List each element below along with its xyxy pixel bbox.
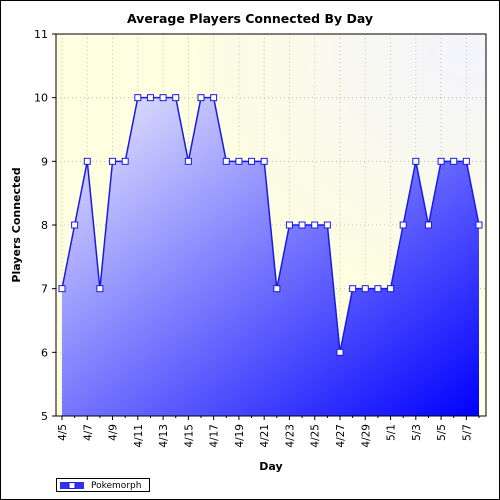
data-point-marker <box>323 221 331 229</box>
y-tick-label: 10 <box>34 92 48 105</box>
data-point-marker <box>424 221 432 229</box>
data-point-marker <box>184 157 192 165</box>
data-point-marker <box>159 94 167 102</box>
x-axis-ticks: 4/5 4/7 4/9 4/11 4/13 4/15 4/17 4/19 4/21 4/23 4/2… <box>57 416 480 448</box>
data-point-marker <box>222 157 230 165</box>
data-point-marker <box>361 285 369 293</box>
data-point-marker <box>96 285 104 293</box>
data-point-marker <box>399 221 407 229</box>
y-tick-label: 7 <box>41 283 48 296</box>
data-point-marker <box>336 348 344 356</box>
data-point-marker <box>285 221 293 229</box>
x-tick-label: 4/9 <box>108 424 120 441</box>
legend-swatch <box>60 482 84 489</box>
data-point-marker <box>83 157 91 165</box>
x-axis-label: Day <box>259 460 282 473</box>
x-tick-label: 4/29 <box>360 424 372 448</box>
y-tick-label: 5 <box>41 410 48 423</box>
data-point-marker <box>58 285 66 293</box>
legend: Pokemorph <box>56 478 150 492</box>
y-tick-label: 6 <box>41 346 48 359</box>
x-tick-label: 5/5 <box>436 424 448 441</box>
series-markers <box>58 94 483 356</box>
y-axis-label: Players Connected <box>10 167 23 282</box>
x-tick-label: 5/7 <box>461 424 473 441</box>
x-tick-label: 4/23 <box>284 424 296 448</box>
data-point-marker <box>197 94 205 102</box>
data-point-marker <box>71 221 79 229</box>
data-point-marker <box>146 94 154 102</box>
data-point-marker <box>172 94 180 102</box>
data-point-marker <box>109 157 117 165</box>
series-line <box>61 96 480 353</box>
data-point-marker <box>450 157 458 165</box>
x-tick-label: 4/21 <box>259 424 271 448</box>
x-tick-label: 4/7 <box>82 424 94 441</box>
y-tick-label: 8 <box>41 219 48 232</box>
data-point-marker <box>248 157 256 165</box>
data-point-marker <box>298 221 306 229</box>
x-tick-label: 5/1 <box>386 424 398 441</box>
data-point-marker <box>235 157 243 165</box>
data-point-marker <box>349 285 357 293</box>
data-point-marker <box>462 157 470 165</box>
x-tick-label: 4/27 <box>335 424 347 448</box>
data-point-marker <box>412 157 420 165</box>
x-tick-label: 4/5 <box>57 424 69 441</box>
data-point-marker <box>134 94 142 102</box>
chart-title: Average Players Connected By Day <box>127 11 373 26</box>
x-tick-label: 4/11 <box>133 424 145 448</box>
data-point-marker <box>260 157 268 165</box>
data-point-marker <box>210 94 218 102</box>
data-point-marker <box>121 157 129 165</box>
data-point-marker <box>311 221 319 229</box>
legend-series-label: Pokemorph <box>91 481 142 491</box>
y-tick-label: 9 <box>41 155 48 168</box>
y-tick-label: 11 <box>34 28 48 41</box>
x-tick-label: 4/19 <box>234 424 246 448</box>
data-point-marker <box>387 285 395 293</box>
series-area-fill <box>62 97 479 417</box>
x-tick-label: 4/25 <box>310 424 322 448</box>
data-point-marker <box>374 285 382 293</box>
data-point-marker <box>475 221 483 229</box>
data-point-marker <box>273 285 281 293</box>
x-tick-label: 5/3 <box>411 424 423 441</box>
x-tick-label: 4/13 <box>158 424 170 448</box>
data-point-marker <box>437 157 445 165</box>
x-tick-label: 4/17 <box>209 424 221 448</box>
y-axis-ticks: 5 6 7 8 9 10 11 <box>34 28 56 423</box>
x-tick-label: 4/15 <box>183 424 195 448</box>
